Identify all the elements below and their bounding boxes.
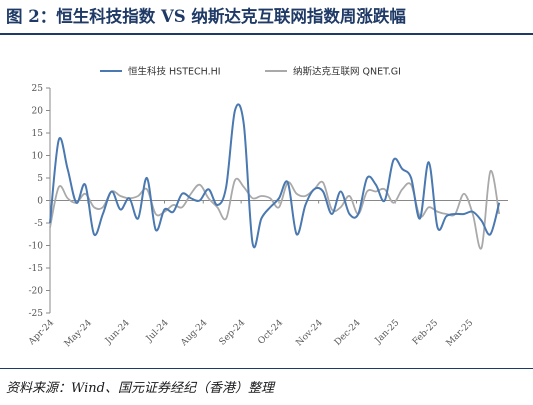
y-tick-label: -15 bbox=[29, 264, 44, 274]
y-tick-label: -5 bbox=[34, 219, 43, 229]
x-tick-label: Oct-24 bbox=[256, 318, 285, 347]
title-divider bbox=[0, 33, 533, 35]
x-tick-label: Nov-24 bbox=[294, 318, 325, 349]
x-tick-label: Apr-24 bbox=[26, 318, 56, 348]
y-tick-label: 0 bbox=[37, 197, 43, 207]
x-tick-label: Jan-25 bbox=[373, 318, 402, 347]
y-tick-label: -25 bbox=[29, 309, 44, 319]
figure-title: 图 2：恒生科技指数 VS 纳斯达克互联网指数周涨跌幅 bbox=[6, 7, 406, 26]
x-tick-label: May-24 bbox=[63, 318, 94, 349]
x-tick-label: Aug-24 bbox=[179, 318, 210, 349]
y-tick-label: 10 bbox=[32, 152, 44, 162]
x-tick-label: Mar-25 bbox=[445, 318, 476, 349]
x-tick-label: Dec-24 bbox=[333, 318, 363, 348]
chart-legend: 恒生科技 HSTECH.HI 纳斯达克互联网 QNET.GI bbox=[100, 66, 401, 78]
y-tick-label: 25 bbox=[32, 84, 44, 94]
x-tick-label: Jun-24 bbox=[103, 318, 132, 347]
figure-source: 资料来源：Wind、国元证券经纪（香港）整理 bbox=[6, 381, 274, 396]
y-axis: -25 -20 -15 -10 -5 0 5 10 15 20 25 bbox=[29, 84, 51, 319]
chart: 恒生科技 HSTECH.HI 纳斯达克互联网 QNET.GI -25-20-15-… bbox=[26, 66, 508, 349]
y-tick-label: 15 bbox=[32, 129, 44, 139]
x-tick-label: Sep-24 bbox=[218, 318, 248, 348]
series-line-hstech bbox=[49, 103, 501, 248]
x-tick-label: Feb-25 bbox=[411, 318, 440, 347]
y-tick-label: 5 bbox=[37, 174, 43, 184]
source-divider bbox=[0, 368, 533, 369]
y-tick-label: -20 bbox=[29, 287, 44, 297]
legend-item-hstech-label: 恒生科技 HSTECH.HI bbox=[128, 66, 221, 78]
x-tick-label: Jul-24 bbox=[144, 318, 171, 345]
series-line-qnet bbox=[49, 170, 501, 250]
legend-item-qnet-label: 纳斯达克互联网 QNET.GI bbox=[293, 66, 401, 78]
y-tick-label: 20 bbox=[32, 107, 44, 117]
chart-series bbox=[49, 103, 501, 250]
y-tick-label: -10 bbox=[29, 242, 44, 252]
